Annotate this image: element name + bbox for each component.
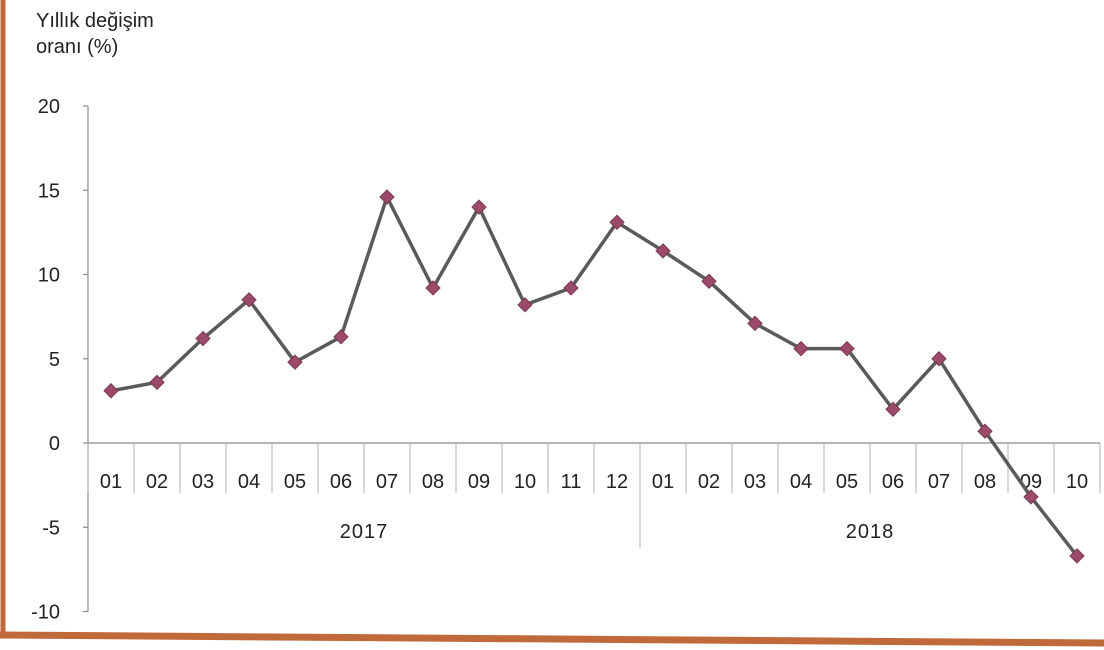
y-tick-label: 20 <box>38 96 60 118</box>
data-point-marker <box>379 189 395 205</box>
year-group-label: 2017 <box>340 521 389 543</box>
data-point-marker <box>149 374 165 391</box>
x-tick-label: 07 <box>928 471 950 493</box>
x-tick-label: 06 <box>882 471 904 493</box>
data-point-marker <box>885 401 901 418</box>
data-point-marker <box>793 340 809 357</box>
data-point-marker <box>1069 548 1085 564</box>
x-tick-label: 01 <box>652 471 674 493</box>
y-axis-title-line1: Yıllık değişim <box>36 10 154 32</box>
data-point-marker <box>103 383 119 399</box>
x-tick-label: 11 <box>561 471 582 493</box>
data-point-marker <box>701 273 717 289</box>
y-axis-title: Yıllık değişim oranı (%) <box>36 8 154 60</box>
x-tick-label: 02 <box>146 471 168 493</box>
data-point-marker <box>287 354 303 370</box>
x-tick-label: 07 <box>376 471 398 493</box>
data-point-marker <box>839 340 855 357</box>
data-point-marker <box>517 297 533 313</box>
x-tick-label: 10 <box>1066 471 1088 493</box>
year-group-label: 2018 <box>846 521 895 543</box>
x-tick-label: 10 <box>514 471 536 493</box>
y-tick-label: 10 <box>38 265 60 287</box>
x-tick-label: 08 <box>974 471 996 493</box>
x-tick-label: 12 <box>606 471 628 493</box>
data-point-marker <box>977 423 993 439</box>
data-point-marker <box>195 330 211 347</box>
data-point-marker <box>471 199 487 215</box>
x-tick-label: 04 <box>790 471 812 493</box>
data-point-marker <box>931 351 947 367</box>
data-point-marker <box>333 329 349 345</box>
y-tick-label: -10 <box>31 602 60 624</box>
x-tick-label: 08 <box>422 471 444 493</box>
data-point-marker <box>747 315 763 332</box>
data-point-marker <box>1023 489 1039 505</box>
frame-bottom-border <box>0 631 1104 647</box>
data-point-marker <box>563 280 579 296</box>
y-tick-label: 0 <box>49 433 60 455</box>
x-tick-label: 05 <box>284 471 306 493</box>
x-tick-label: 02 <box>698 471 720 493</box>
x-tick-label: 04 <box>238 471 260 493</box>
series-line <box>110 195 1079 557</box>
x-tick-label: 03 <box>192 471 214 493</box>
y-axis-title-line2: oranı (%) <box>36 36 119 58</box>
x-tick-label: 09 <box>468 471 490 493</box>
data-point-marker <box>655 243 671 259</box>
y-tick-label: 5 <box>49 349 60 371</box>
x-tick-label: 03 <box>744 471 766 493</box>
y-tick-label: -5 <box>42 517 60 539</box>
data-point-marker <box>425 280 441 296</box>
y-tick-label: 15 <box>38 180 60 202</box>
x-tick-label: 05 <box>836 471 858 493</box>
data-point-marker <box>241 292 257 308</box>
x-tick-label: 01 <box>100 471 122 493</box>
x-tick-label: 06 <box>330 471 352 493</box>
data-point-marker <box>609 214 625 230</box>
